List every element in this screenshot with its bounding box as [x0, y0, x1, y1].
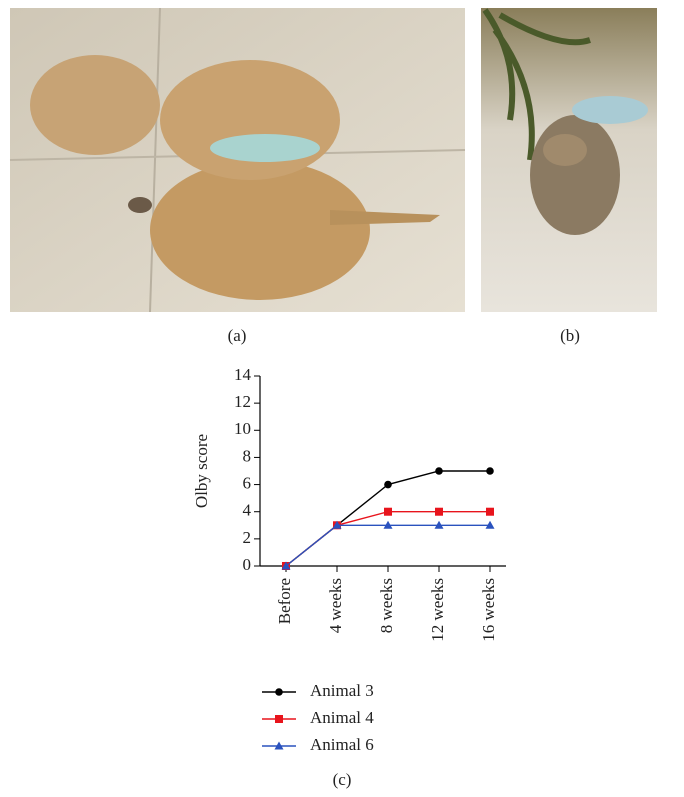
figure: (a) (b) (c) Olby score 0 2 4 6 8 10 12 14 Before…	[0, 0, 684, 797]
panel-label: (b)	[560, 326, 580, 345]
y-tick-label: 2	[243, 528, 252, 547]
y-tick-label: 12	[234, 392, 251, 411]
panel-label: (a)	[228, 326, 247, 345]
legend-label: Animal 6	[310, 735, 374, 754]
x-tick-label: 12 weeks	[428, 578, 447, 642]
x-tick-label: Before	[275, 578, 294, 624]
legend-label: Animal 3	[310, 681, 374, 700]
photo-b	[481, 8, 657, 312]
x-tick-label: 16 weeks	[479, 578, 498, 642]
legend-label: Animal 4	[310, 708, 374, 727]
point	[486, 508, 494, 516]
point	[486, 467, 494, 475]
y-axis-label: Olby score	[192, 434, 211, 508]
y-tick-label: 10	[234, 419, 251, 438]
series-line	[286, 525, 490, 566]
y-tick-label: 0	[243, 555, 252, 574]
series-line	[286, 512, 490, 566]
y-tick-label: 4	[243, 501, 252, 520]
y-tick-label: 14	[234, 365, 252, 384]
panel-label: (c)	[333, 770, 352, 789]
y-tick-label: 6	[243, 473, 252, 492]
legend-marker	[275, 715, 283, 723]
point	[435, 508, 443, 516]
x-tick-label: 8 weeks	[377, 578, 396, 633]
y-tick-label: 8	[243, 446, 252, 465]
x-tick-label: 4 weeks	[326, 578, 345, 633]
point	[384, 508, 392, 516]
legend-marker	[275, 688, 283, 696]
point	[435, 467, 443, 475]
point	[384, 481, 392, 489]
photo-a	[10, 8, 465, 312]
